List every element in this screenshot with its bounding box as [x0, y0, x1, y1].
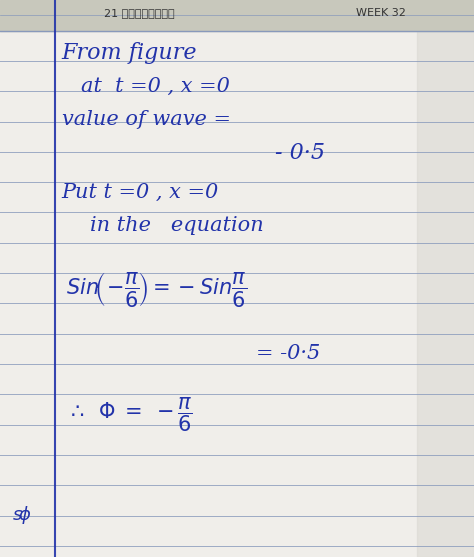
Text: = -0·5: = -0·5 — [256, 344, 320, 363]
Text: $s\!\phi$: $s\!\phi$ — [12, 504, 32, 526]
Text: WEEK 32: WEEK 32 — [356, 8, 405, 18]
Text: $Sin\!\left(\!-\!\dfrac{\pi}{6}\!\right) = -Sin\dfrac{\pi}{6}$: $Sin\!\left(\!-\!\dfrac{\pi}{6}\!\right)… — [66, 270, 247, 309]
Text: - 0·5: - 0·5 — [275, 142, 325, 164]
Text: Put t =0 , x =0: Put t =0 , x =0 — [62, 183, 219, 202]
Text: at  t =0 , x =0: at t =0 , x =0 — [81, 77, 229, 96]
Text: $\therefore\;\; \Phi\; =\; -\dfrac{\pi}{6}$: $\therefore\;\; \Phi\; =\; -\dfrac{\pi}{… — [66, 395, 193, 434]
Text: in the   equation: in the equation — [90, 216, 264, 235]
Bar — [0, 0, 474, 31]
Text: 21 ಮೂಲಮವಾರಿ: 21 ಮೂಲಮವಾರಿ — [104, 8, 175, 18]
Bar — [417, 0, 474, 557]
Text: From figure: From figure — [62, 42, 197, 64]
Text: value of wave =: value of wave = — [62, 110, 231, 129]
